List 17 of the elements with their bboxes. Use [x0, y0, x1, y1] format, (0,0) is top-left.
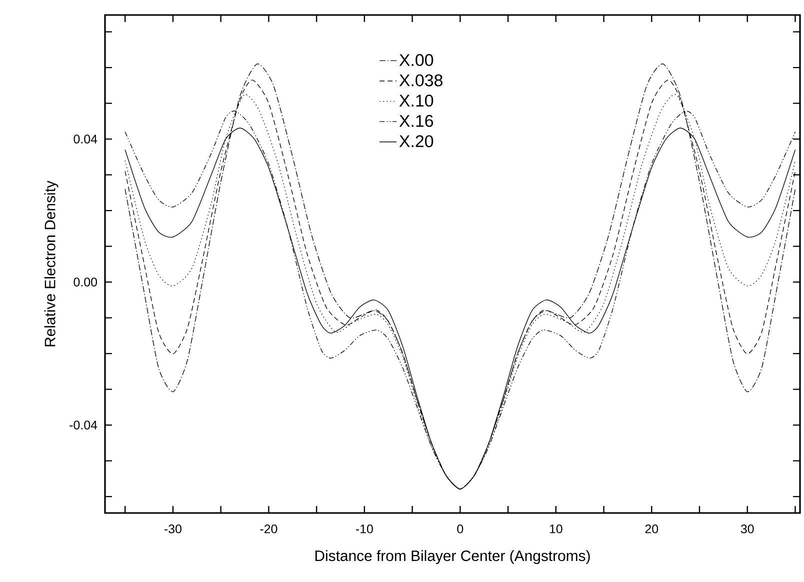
x-tick-label: -20	[260, 524, 278, 534]
x-axis-title: Distance from Bilayer Center (Angstroms)	[315, 550, 590, 564]
x-tick-label: 0	[457, 524, 464, 534]
x-tick-label: -10	[356, 524, 373, 534]
legend-label: X.16	[399, 114, 434, 127]
y-tick-label: 0.00	[74, 278, 98, 286]
x-tick-label: 20	[645, 524, 658, 534]
y-axis-title: Relative Electron Density	[44, 180, 58, 346]
x-tick-label: 30	[740, 524, 754, 534]
x-tick-label: 10	[550, 524, 562, 534]
legend-label: X.10	[399, 94, 434, 107]
legend-label: X.20	[399, 135, 434, 148]
x-tick-label: -30	[164, 524, 182, 534]
legend-label: X.00	[399, 54, 434, 66]
y-tick-label: 0.04	[74, 134, 98, 144]
y-tick-label: -0.04	[70, 420, 98, 430]
legend-label: X.038	[399, 74, 442, 86]
